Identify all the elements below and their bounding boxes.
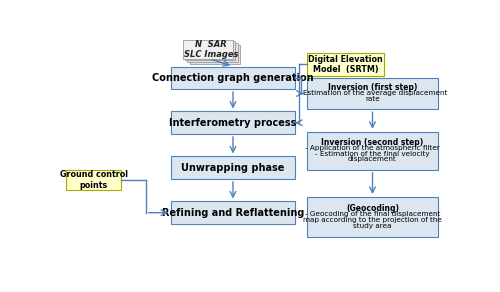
Text: study area: study area	[353, 223, 392, 229]
Text: Digital Elevation
Model  (SRTM): Digital Elevation Model (SRTM)	[308, 55, 383, 74]
FancyBboxPatch shape	[306, 197, 438, 237]
Text: - Application of the atmospheric filter: - Application of the atmospheric filter	[305, 145, 440, 151]
Text: rate: rate	[365, 96, 380, 102]
Text: displacement: displacement	[348, 157, 397, 162]
FancyBboxPatch shape	[182, 39, 233, 59]
FancyBboxPatch shape	[188, 43, 238, 62]
FancyBboxPatch shape	[171, 157, 295, 179]
Text: Unwrapping phase: Unwrapping phase	[182, 163, 284, 173]
Text: - Geocoding of the final displacement: - Geocoding of the final displacement	[305, 211, 440, 217]
FancyBboxPatch shape	[171, 112, 295, 134]
FancyBboxPatch shape	[185, 41, 236, 60]
Text: Refining and Reflattening: Refining and Reflattening	[162, 208, 304, 218]
FancyBboxPatch shape	[171, 201, 295, 224]
Text: Inversion (first step): Inversion (first step)	[328, 83, 417, 92]
FancyBboxPatch shape	[190, 45, 240, 64]
Text: map according to the projection of the: map according to the projection of the	[303, 217, 442, 223]
FancyBboxPatch shape	[171, 67, 295, 89]
Text: - Estimation of the final velocity: - Estimation of the final velocity	[315, 151, 430, 157]
Text: (Geocoding): (Geocoding)	[346, 204, 399, 213]
Text: Connection graph generation: Connection graph generation	[152, 73, 314, 83]
Text: Inversion (second step): Inversion (second step)	[322, 138, 424, 147]
FancyBboxPatch shape	[306, 132, 438, 170]
FancyBboxPatch shape	[306, 78, 438, 109]
Text: - Estimation of the average displacement: - Estimation of the average displacement	[298, 91, 447, 96]
Text: Interferometry process: Interferometry process	[170, 118, 296, 128]
FancyBboxPatch shape	[306, 53, 384, 76]
Text: Ground control
points: Ground control points	[60, 170, 128, 190]
FancyBboxPatch shape	[66, 170, 120, 190]
Text: N  SAR
SLC Images: N SAR SLC Images	[184, 40, 238, 60]
